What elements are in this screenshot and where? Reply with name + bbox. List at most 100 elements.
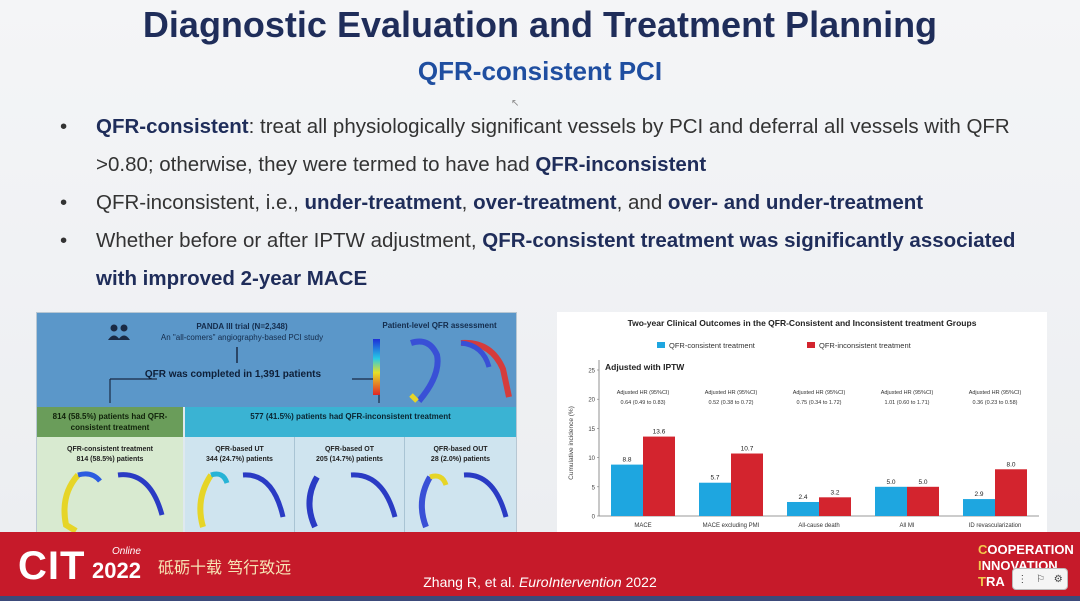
- hr-label: Adjusted HR (95%CI): [969, 390, 1022, 396]
- bar: [643, 436, 675, 516]
- bullet-text: QFR-inconsistent, i.e.,: [96, 191, 305, 214]
- y-axis-label: Cumulative incidence (%): [568, 406, 575, 480]
- bullet-dot: •: [60, 115, 68, 138]
- cell-title: QFR-based OT: [324, 446, 374, 453]
- bullet-item: • Whether before or after IPTW adjustmen…: [58, 222, 1038, 298]
- slide-subtitle: QFR-consistent PCI: [417, 56, 663, 86]
- viewer-toolbar[interactable]: ⋮ ⚐ ⚙: [1012, 568, 1068, 590]
- data-label: 13.6: [653, 429, 666, 436]
- bullet-bold: over- and under-treatment: [667, 191, 924, 214]
- data-label: 8.0: [1006, 461, 1015, 468]
- online-label: Online: [112, 546, 141, 557]
- hr-label: Adjusted HR (95%CI): [793, 390, 846, 396]
- bar: [875, 486, 907, 516]
- hr-value: 0.75 (0.34 to 1.72): [797, 400, 842, 406]
- y-tick-label: 0: [592, 515, 596, 521]
- bullet-text: Whether before or after IPTW adjustment,: [96, 229, 483, 252]
- legend-label: QFR-inconsistent treatment: [819, 341, 912, 350]
- qfr-completed: QFR was completed in 1,391 patients: [144, 369, 322, 380]
- ut-cell: QFR-based UT 344 (24.7%) patients: [185, 437, 294, 539]
- cit-year: 2022: [92, 558, 141, 583]
- data-label: 5.7: [710, 475, 719, 482]
- tagline-line: TRA: [978, 574, 1005, 589]
- bullet-dot: •: [60, 191, 68, 214]
- study-flow-diagram: PANDA III trial (N=2,348) An "all-comers…: [36, 312, 517, 540]
- x-tick-label: MACE: [634, 523, 651, 529]
- vessel-image: [61, 471, 165, 534]
- vessel-image: [306, 472, 398, 529]
- bullet-text: ,: [461, 191, 474, 214]
- bullet-text: , and: [616, 191, 668, 214]
- y-tick-label: 5: [592, 485, 596, 491]
- hr-label: Adjusted HR (95%CI): [705, 390, 758, 396]
- hr-value: 0.64 (0.49 to 0.83): [621, 400, 666, 406]
- x-tick-label: All MI: [900, 523, 915, 529]
- data-label: 5.0: [918, 479, 927, 486]
- data-label: 5.0: [886, 479, 895, 486]
- bar: [731, 453, 763, 516]
- outcomes-bar-chart: QFR-consistent treatment QFR-inconsistent…: [568, 341, 1039, 529]
- x-tick-label: MACE excluding PMI: [703, 523, 760, 529]
- outcomes-chart-panel: Two-year Clinical Outcomes in the QFR-Co…: [557, 312, 1047, 538]
- cell-count: 344 (24.7%) patients: [206, 456, 273, 463]
- legend-swatch: [657, 342, 665, 348]
- y-tick-label: 25: [588, 369, 595, 375]
- ref-journal: EuroIntervention: [518, 574, 622, 590]
- hr-value: 1.01 (0.60 to 1.71): [885, 400, 930, 406]
- cell-title: QFR-based UT: [215, 446, 264, 453]
- bar: [699, 482, 731, 516]
- bar: [995, 469, 1027, 516]
- flow-top-panel: PANDA III trial (N=2,348) An "all-comers…: [37, 313, 516, 407]
- chart-annotation: Adjusted with IPTW: [605, 362, 685, 372]
- trial-info: PANDA III trial (N=2,348) An "all-comers…: [132, 321, 352, 343]
- cell-count: 205 (14.7%) patients: [316, 456, 383, 463]
- bullet-bold: under-treatment: [304, 191, 462, 214]
- y-tick-label: 15: [588, 427, 595, 433]
- bar: [963, 499, 995, 516]
- bullet-bold: over-treatment: [473, 191, 617, 214]
- cell-count: 814 (58.5%) patients: [76, 456, 144, 463]
- vessel-image: [418, 472, 509, 529]
- flag-icon[interactable]: ⚐: [1036, 573, 1045, 585]
- slogan: 砥砺十载 笃行致远: [158, 558, 292, 577]
- progress-bar: [0, 596, 1080, 601]
- hr-label: Adjusted HR (95%CI): [881, 390, 934, 396]
- hr-value: 0.52 (0.38 to 0.72): [709, 400, 754, 406]
- consistent-cell: QFR-consistent treatment 814 (58.5%) pat…: [37, 437, 183, 539]
- bullet-item: • QFR-consistent: treat all physiologica…: [58, 108, 1038, 184]
- tagline-line: COOPERATION: [978, 542, 1074, 557]
- data-label: 3.2: [830, 489, 839, 496]
- bullet-bold: QFR-consistent treatment was significant…: [96, 229, 1016, 290]
- cell-title: QFR-consistent treatment: [67, 446, 153, 453]
- inconsistent-group-header: 577 (41.5%) patients had QFR-inconsisten…: [185, 407, 516, 437]
- x-tick-label: ID revascularization: [969, 523, 1022, 529]
- hr-value: 0.36 (0.23 to 0.58): [973, 400, 1018, 406]
- people-icon: [108, 324, 130, 340]
- bullet-text: : treat all physiologically significant …: [96, 115, 1010, 176]
- bullet-dot: •: [60, 229, 68, 252]
- bullet-bold: QFR-consistent: [96, 115, 249, 138]
- trial-description: An "all-comers" angiography-based PCI st…: [160, 333, 324, 342]
- cell-title: QFR-based OUT: [433, 446, 488, 453]
- footer-banner: CIT Online 2022 砥砺十载 笃行致远 Zhang R, et al…: [0, 532, 1080, 601]
- bar: [611, 464, 643, 516]
- vessel-qfr-map: [373, 338, 512, 403]
- data-label: 2.9: [974, 491, 983, 498]
- y-tick-label: 20: [588, 398, 595, 404]
- data-label: 2.4: [798, 494, 807, 501]
- cell-count: 28 (2.0%) patients: [430, 456, 491, 463]
- settings-icon[interactable]: ⚙: [1053, 573, 1063, 585]
- bar: [907, 486, 939, 516]
- mouse-cursor: ↖: [511, 98, 520, 109]
- cit-logo: CIT: [18, 544, 86, 588]
- data-label: 10.7: [741, 446, 754, 453]
- ot-cell: QFR-based OT 205 (14.7%) patients: [294, 437, 404, 539]
- bar: [787, 501, 819, 516]
- out-cell: QFR-based OUT 28 (2.0%) patients: [404, 437, 516, 539]
- ref-year: 2022: [621, 574, 657, 590]
- slide: Diagnostic Evaluation and Treatment Plan…: [0, 0, 1080, 540]
- prev-icon[interactable]: ⋮: [1017, 573, 1028, 585]
- legend-swatch: [807, 342, 815, 348]
- bullet-bold: QFR-inconsistent: [535, 153, 707, 176]
- y-tick-label: 10: [588, 456, 595, 462]
